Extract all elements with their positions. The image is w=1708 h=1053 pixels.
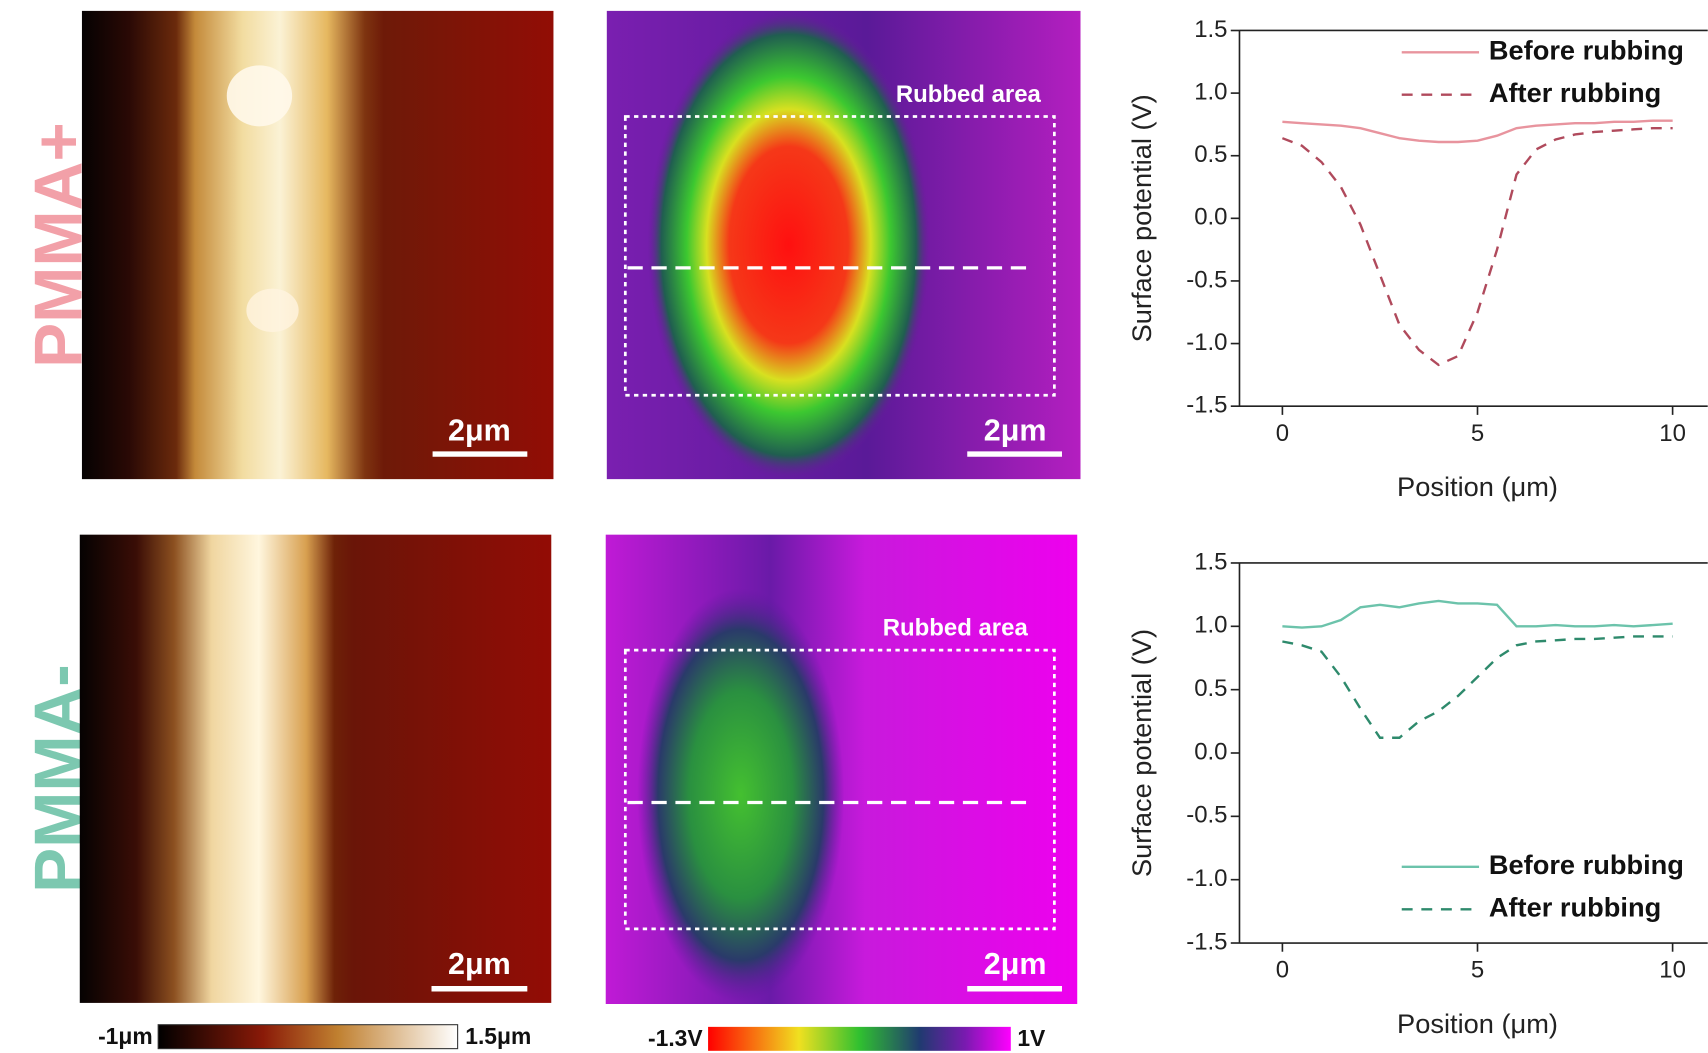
- y-tick-label: 1.0: [1194, 78, 1227, 105]
- y-tick-label: 1.0: [1194, 612, 1227, 639]
- series-line: [1282, 599, 1673, 629]
- series-line: [1282, 119, 1673, 144]
- annotation: Rubbed area: [896, 81, 1042, 108]
- y-tick-label: -1.5: [1186, 392, 1227, 419]
- x-tick-label: 5: [1471, 420, 1484, 447]
- rubbed-area-box: [623, 648, 1056, 931]
- series-line: [1281, 126, 1673, 367]
- y-tick-label: 0.5: [1194, 141, 1227, 168]
- colorbar: [708, 1026, 1011, 1051]
- x-tick-label: 10: [1659, 420, 1686, 447]
- annotation: Rubbed area: [883, 615, 1029, 642]
- legend-label: Before rubbing: [1489, 849, 1684, 880]
- y-tick-label: 0.0: [1194, 204, 1227, 231]
- y-tick-label: -0.5: [1186, 802, 1227, 829]
- colorbar-label: 1.5μm: [465, 1023, 531, 1049]
- series-line: [1282, 635, 1673, 739]
- y-axis-label: Surface potential (V): [1126, 94, 1157, 342]
- rubbed-area-box: [623, 115, 1056, 397]
- y-tick-label: -1.0: [1186, 329, 1227, 356]
- scale-bar-label: 2μm: [448, 947, 511, 981]
- y-tick-label: -1.5: [1186, 928, 1227, 955]
- y-tick-label: -1.0: [1186, 865, 1227, 892]
- colorbar-label: 1V: [1017, 1025, 1046, 1051]
- kpfm-image: [606, 10, 1081, 480]
- x-tick-label: 0: [1276, 957, 1289, 984]
- colorbar: [157, 1024, 459, 1050]
- y-tick-label: 1.5: [1194, 548, 1227, 575]
- y-axis-label: Surface potential (V): [1126, 629, 1157, 877]
- legend-label: After rubbing: [1489, 891, 1661, 922]
- legend-label: After rubbing: [1489, 77, 1661, 108]
- x-tick-label: 0: [1276, 420, 1289, 447]
- scale-bar-label: 2μm: [984, 947, 1047, 981]
- x-tick-label: 5: [1471, 957, 1484, 984]
- colorbar-label: -1μm: [98, 1023, 153, 1049]
- topography-image: [79, 534, 552, 1003]
- x-tick-label: 10: [1659, 957, 1686, 984]
- legend-label: Before rubbing: [1489, 34, 1684, 65]
- y-tick-label: -0.5: [1186, 266, 1227, 293]
- topography-image: [81, 10, 554, 480]
- y-tick-label: 0.5: [1194, 675, 1227, 702]
- y-tick-label: 0.0: [1194, 738, 1227, 765]
- x-axis-label: Position (μm): [1397, 1008, 1558, 1039]
- kpfm-image: [605, 534, 1078, 1004]
- x-axis-label: Position (μm): [1397, 471, 1558, 502]
- colorbar-label: -1.3V: [648, 1025, 703, 1051]
- y-tick-label: 1.5: [1194, 16, 1227, 43]
- scale-bar-label: 2μm: [984, 413, 1047, 447]
- scale-bar-label: 2μm: [448, 413, 511, 447]
